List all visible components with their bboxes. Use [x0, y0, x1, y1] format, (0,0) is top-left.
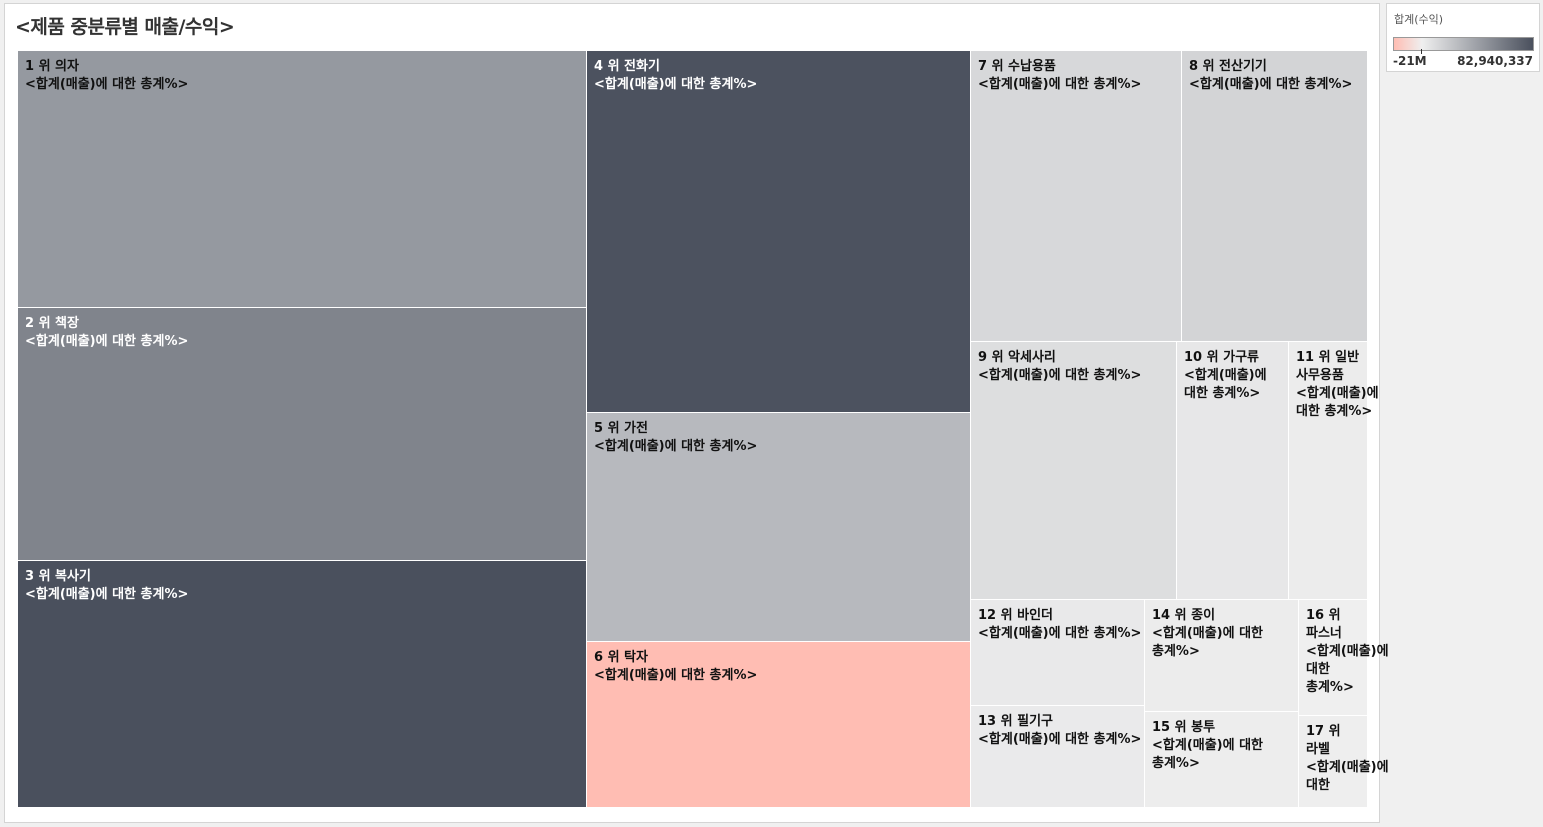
treemap-rect-4[interactable]	[587, 51, 970, 412]
treemap-rect-9[interactable]	[971, 342, 1176, 599]
treemap-rect-10[interactable]	[1177, 342, 1288, 599]
treemap-cell-6[interactable]: 6 위 탁자 <합계(매출)에 대한 총계%>	[587, 642, 970, 807]
treemap-cell-15[interactable]: 15 위 봉투 <합계(매출)에 대한 총계%>	[1145, 712, 1298, 807]
treemap-rect-2[interactable]	[18, 308, 586, 560]
treemap-label-16: 16 위 파스너 <합계(매출)에 대한 총계%>	[1306, 608, 1389, 695]
treemap-cell-1[interactable]: 1 위 의자 <합계(매출)에 대한 총계%>	[18, 51, 586, 307]
treemap-rect-8[interactable]	[1182, 51, 1367, 341]
treemap-label-15: 15 위 봉투 <합계(매출)에 대한 총계%>	[1152, 720, 1263, 771]
treemap-label-13: 13 위 필기구 <합계(매출)에 대한 총계%>	[978, 714, 1141, 747]
treemap-label-12: 12 위 바인더 <합계(매출)에 대한 총계%>	[978, 607, 1141, 641]
treemap-rect-13[interactable]	[971, 706, 1144, 807]
treemap-cell-12[interactable]: 12 위 바인더 <합계(매출)에 대한 총계%>	[971, 600, 1144, 705]
treemap-label-6: 6 위 탁자 <합계(매출)에 대한 총계%>	[594, 649, 757, 683]
treemap-label-8: 8 위 전산기기 <합계(매출)에 대한 총계%>	[1189, 58, 1352, 92]
treemap-label-10: 10 위 가구류 <합계(매출)에 대한 총계%>	[1184, 350, 1267, 401]
legend-zero-tick	[1421, 49, 1422, 54]
treemap-rect-5[interactable]	[587, 413, 970, 641]
treemap-label-5: 5 위 가전 <합계(매출)에 대한 총계%>	[594, 420, 757, 454]
legend-title: 합계(수익)	[1394, 13, 1444, 26]
treemap-rect-15[interactable]	[1145, 712, 1298, 807]
treemap-label-4: 4 위 전화기 <합계(매출)에 대한 총계%>	[594, 58, 757, 92]
treemap-rect-3[interactable]	[18, 561, 586, 807]
color-legend: 합계(수익) -21M 82,940,337	[1386, 3, 1540, 72]
treemap-rect-11[interactable]	[1289, 342, 1367, 599]
treemap-cell-9[interactable]: 9 위 악세사리 <합계(매출)에 대한 총계%>	[971, 342, 1176, 599]
legend-max-label: 82,940,337	[1457, 54, 1533, 68]
treemap-cell-14[interactable]: 14 위 종이 <합계(매출)에 대한 총계%>	[1145, 600, 1298, 711]
treemap-cell-8[interactable]: 8 위 전산기기 <합계(매출)에 대한 총계%>	[1182, 51, 1367, 341]
treemap-cell-10[interactable]: 10 위 가구류 <합계(매출)에 대한 총계%>	[1177, 342, 1288, 599]
treemap-label-2: 2 위 책장 <합계(매출)에 대한 총계%>	[25, 315, 188, 349]
treemap-label-14: 14 위 종이 <합계(매출)에 대한 총계%>	[1152, 607, 1263, 659]
treemap-label-1: 1 위 의자 <합계(매출)에 대한 총계%>	[25, 58, 188, 92]
treemap-label-7: 7 위 수납용품 <합계(매출)에 대한 총계%>	[978, 58, 1141, 92]
treemap-cell-5[interactable]: 5 위 가전 <합계(매출)에 대한 총계%>	[587, 413, 970, 641]
treemap-label-9: 9 위 악세사리 <합계(매출)에 대한 총계%>	[978, 349, 1141, 383]
treemap-cell-2[interactable]: 2 위 책장 <합계(매출)에 대한 총계%>	[18, 308, 586, 560]
treemap-rect-7[interactable]	[971, 51, 1181, 341]
treemap-label-11: 11 위 일반 사무용품 <합계(매출)에 대한 총계%>	[1296, 349, 1379, 419]
treemap-rect-12[interactable]	[971, 600, 1144, 705]
legend-gradient-bar	[1393, 37, 1534, 51]
treemap-cell-13[interactable]: 13 위 필기구 <합계(매출)에 대한 총계%>	[971, 706, 1144, 807]
chart-title: <제품 중분류별 매출/수익>	[15, 16, 235, 38]
treemap-cell-17[interactable]: 17 위 라벨 <합계(매출)에 대한	[1299, 716, 1389, 807]
treemap-cell-7[interactable]: 7 위 수납용품 <합계(매출)에 대한 총계%>	[971, 51, 1181, 341]
legend-min-label: -21M	[1393, 54, 1427, 68]
treemap-label-17: 17 위 라벨 <합계(매출)에 대한	[1306, 724, 1389, 793]
treemap-label-3: 3 위 복사기 <합계(매출)에 대한 총계%>	[25, 568, 188, 602]
treemap-cell-11[interactable]: 11 위 일반 사무용품 <합계(매출)에 대한 총계%>	[1289, 342, 1379, 599]
treemap-rect-17[interactable]	[1299, 716, 1367, 807]
treemap-rect-1[interactable]	[18, 51, 586, 307]
treemap-rect-6[interactable]	[587, 642, 970, 807]
treemap-rect-14[interactable]	[1145, 600, 1298, 711]
treemap-rect-16[interactable]	[1299, 600, 1367, 715]
treemap-cell-4[interactable]: 4 위 전화기 <합계(매출)에 대한 총계%>	[587, 51, 970, 412]
treemap-cell-3[interactable]: 3 위 복사기 <합계(매출)에 대한 총계%>	[18, 561, 586, 807]
treemap-cell-16[interactable]: 16 위 파스너 <합계(매출)에 대한 총계%>	[1299, 600, 1389, 715]
